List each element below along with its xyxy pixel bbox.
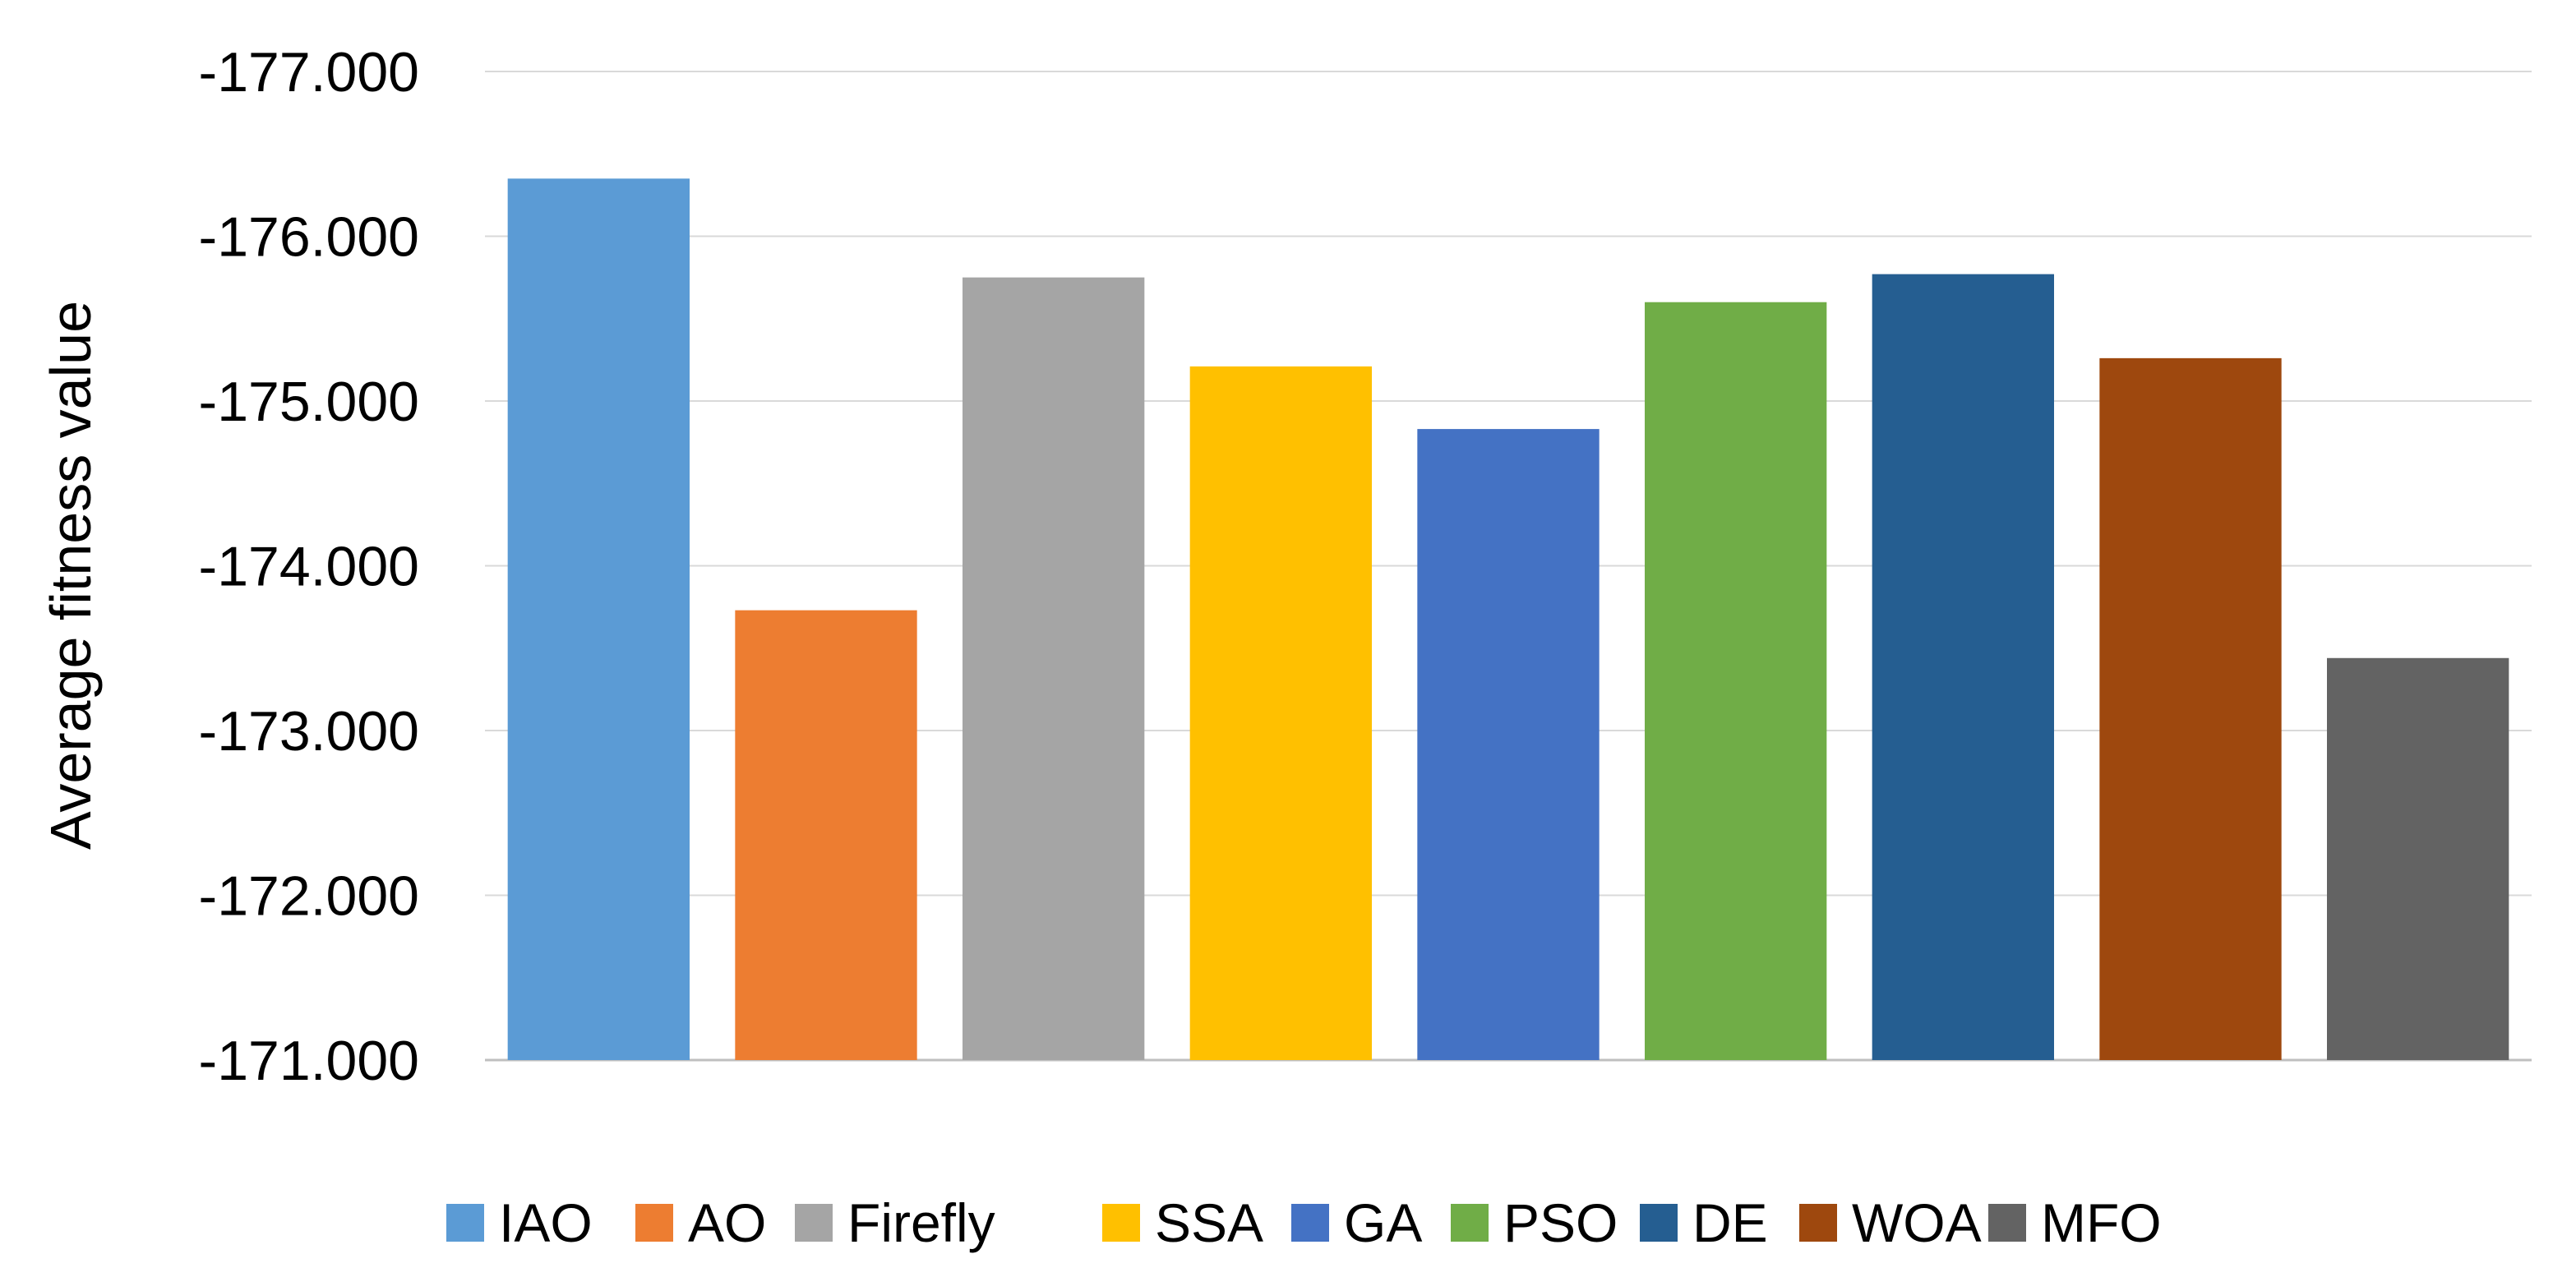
legend-swatch [1988,1204,2026,1242]
y-axis-title: Average fitness value [39,301,103,850]
legend-item-ao: AO [635,1192,766,1253]
legend-label: AO [688,1192,766,1253]
legend-item-mfo: MFO [1988,1192,2162,1253]
y-tick-label: -174.000 [199,536,419,598]
bar-firefly [963,277,1145,1060]
legend-label: DE [1692,1192,1768,1253]
legend-label: Firefly [847,1192,995,1253]
legend-item-iao: IAO [446,1192,593,1253]
legend-swatch [635,1204,673,1242]
legend-swatch [1799,1204,1837,1242]
legend-item-firefly: Firefly [795,1192,995,1253]
legend-label: PSO [1503,1192,1618,1253]
bar-de [1872,274,2054,1060]
bar-ga [1417,429,1600,1060]
y-tick-label: -175.000 [199,371,419,433]
bar-pso [1645,302,1827,1060]
y-tick-label: -172.000 [199,865,419,928]
y-tick-label: -171.000 [199,1030,419,1092]
legend-swatch [1102,1204,1140,1242]
legend-label: WOA [1852,1192,1982,1253]
legend-swatch [1291,1204,1329,1242]
legend-swatch [446,1204,484,1242]
legend-label: SSA [1155,1192,1263,1253]
bar-iao [507,178,690,1061]
bar-ssa [1189,366,1372,1060]
legend-item-pso: PSO [1451,1192,1618,1253]
bar-mfo [2327,657,2509,1060]
legend-item-de: DE [1640,1192,1768,1253]
legend-swatch [1451,1204,1489,1242]
legend-swatch [1640,1204,1678,1242]
legend-item-ga: GA [1291,1192,1422,1253]
legend-item-woa: WOA [1799,1192,1982,1253]
y-tick-label: -177.000 [199,41,419,104]
legend-label: GA [1344,1192,1422,1253]
legend-label: IAO [499,1192,593,1253]
bar-ao [735,610,917,1060]
bar-woa [2099,357,2282,1060]
legend-item-ssa: SSA [1102,1192,1263,1253]
legend-swatch [795,1204,833,1242]
legend-label: MFO [2041,1192,2162,1253]
y-tick-label: -176.000 [199,206,419,269]
y-tick-label: -173.000 [199,700,419,763]
